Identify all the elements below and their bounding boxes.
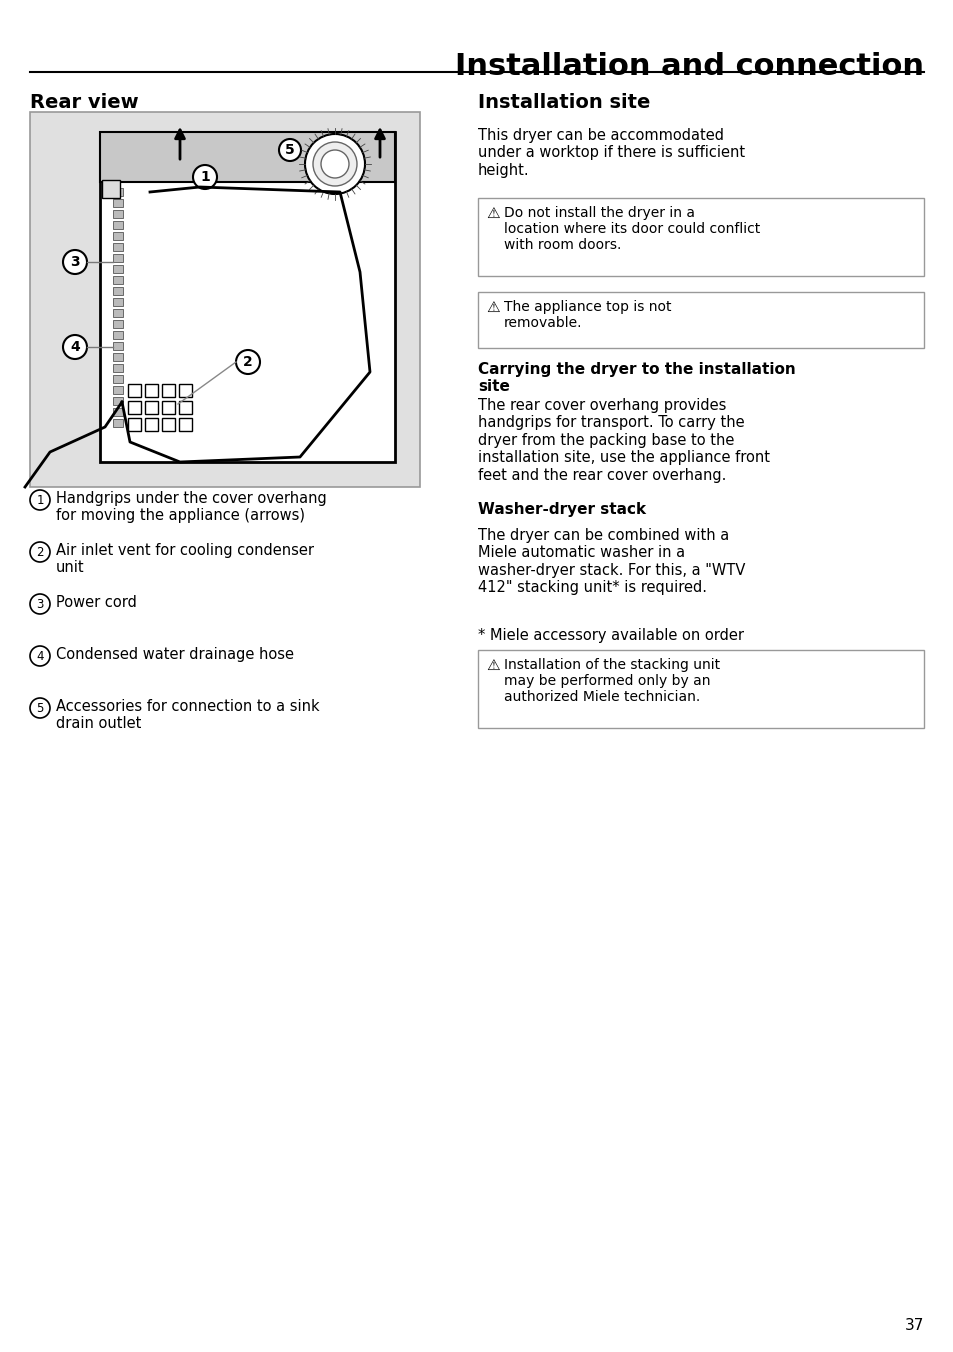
Text: Installation and connection: Installation and connection: [455, 51, 923, 81]
Circle shape: [30, 594, 50, 614]
Text: ⚠: ⚠: [485, 300, 499, 315]
Text: 37: 37: [903, 1318, 923, 1333]
Text: 2: 2: [243, 356, 253, 369]
Circle shape: [30, 542, 50, 562]
FancyBboxPatch shape: [112, 364, 123, 372]
Circle shape: [278, 139, 301, 161]
Text: Power cord: Power cord: [56, 595, 136, 610]
Text: 4: 4: [36, 649, 44, 662]
Text: Installation of the stacking unit
may be performed only by an
authorized Miele t: Installation of the stacking unit may be…: [503, 658, 720, 704]
Text: 1: 1: [200, 170, 210, 184]
Text: Air inlet vent for cooling condenser
unit: Air inlet vent for cooling condenser uni…: [56, 544, 314, 576]
FancyBboxPatch shape: [112, 353, 123, 361]
FancyBboxPatch shape: [162, 418, 174, 431]
FancyBboxPatch shape: [112, 310, 123, 316]
Text: * Miele accessory available on order: * Miele accessory available on order: [477, 627, 743, 644]
Text: The rear cover overhang provides
handgrips for transport. To carry the
dryer fro: The rear cover overhang provides handgri…: [477, 397, 769, 483]
Circle shape: [30, 646, 50, 667]
Circle shape: [30, 698, 50, 718]
FancyBboxPatch shape: [112, 199, 123, 207]
FancyBboxPatch shape: [477, 197, 923, 276]
Text: Rear view: Rear view: [30, 93, 138, 112]
Text: Washer-dryer stack: Washer-dryer stack: [477, 502, 645, 516]
FancyBboxPatch shape: [112, 397, 123, 406]
Text: Do not install the dryer in a
location where its door could conflict
with room d: Do not install the dryer in a location w…: [503, 206, 760, 253]
FancyBboxPatch shape: [112, 254, 123, 262]
FancyBboxPatch shape: [128, 402, 141, 414]
Circle shape: [313, 142, 356, 187]
FancyBboxPatch shape: [162, 384, 174, 397]
FancyBboxPatch shape: [112, 342, 123, 350]
FancyBboxPatch shape: [162, 402, 174, 414]
FancyBboxPatch shape: [128, 384, 141, 397]
Circle shape: [320, 150, 349, 178]
FancyBboxPatch shape: [112, 419, 123, 427]
Text: 5: 5: [36, 702, 44, 714]
FancyBboxPatch shape: [112, 233, 123, 241]
FancyBboxPatch shape: [128, 418, 141, 431]
Text: 5: 5: [285, 143, 294, 157]
FancyBboxPatch shape: [100, 132, 395, 462]
FancyBboxPatch shape: [477, 650, 923, 727]
Text: Condensed water drainage hose: Condensed water drainage hose: [56, 648, 294, 662]
Text: 3: 3: [71, 256, 80, 269]
Circle shape: [63, 335, 87, 360]
FancyBboxPatch shape: [179, 418, 192, 431]
FancyBboxPatch shape: [112, 220, 123, 228]
Text: 4: 4: [71, 339, 80, 354]
FancyBboxPatch shape: [112, 276, 123, 284]
Text: Accessories for connection to a sink
drain outlet: Accessories for connection to a sink dra…: [56, 699, 319, 731]
Circle shape: [235, 350, 260, 375]
Text: This dryer can be accommodated
under a worktop if there is sufficient
height.: This dryer can be accommodated under a w…: [477, 128, 744, 178]
Circle shape: [305, 134, 365, 193]
FancyBboxPatch shape: [179, 402, 192, 414]
Text: Installation site: Installation site: [477, 93, 650, 112]
FancyBboxPatch shape: [112, 331, 123, 339]
FancyBboxPatch shape: [112, 297, 123, 306]
FancyBboxPatch shape: [145, 418, 158, 431]
FancyBboxPatch shape: [112, 287, 123, 295]
FancyBboxPatch shape: [100, 132, 395, 183]
Text: 2: 2: [36, 545, 44, 558]
FancyBboxPatch shape: [112, 243, 123, 251]
FancyBboxPatch shape: [145, 384, 158, 397]
FancyBboxPatch shape: [112, 387, 123, 393]
FancyBboxPatch shape: [145, 402, 158, 414]
FancyBboxPatch shape: [102, 180, 120, 197]
Text: The dryer can be combined with a
Miele automatic washer in a
washer-dryer stack.: The dryer can be combined with a Miele a…: [477, 529, 744, 595]
Text: ⚠: ⚠: [485, 206, 499, 220]
Text: Handgrips under the cover overhang
for moving the appliance (arrows): Handgrips under the cover overhang for m…: [56, 491, 327, 523]
Circle shape: [30, 489, 50, 510]
Circle shape: [63, 250, 87, 274]
Text: Carrying the dryer to the installation
site: Carrying the dryer to the installation s…: [477, 362, 795, 395]
FancyBboxPatch shape: [112, 375, 123, 383]
Text: ⚠: ⚠: [485, 658, 499, 673]
Text: 3: 3: [36, 598, 44, 611]
Text: The appliance top is not
removable.: The appliance top is not removable.: [503, 300, 671, 330]
FancyBboxPatch shape: [112, 320, 123, 329]
FancyBboxPatch shape: [112, 188, 123, 196]
FancyBboxPatch shape: [112, 408, 123, 416]
FancyBboxPatch shape: [477, 292, 923, 347]
FancyBboxPatch shape: [179, 384, 192, 397]
FancyBboxPatch shape: [112, 210, 123, 218]
Text: 1: 1: [36, 493, 44, 507]
FancyBboxPatch shape: [112, 265, 123, 273]
Circle shape: [193, 165, 216, 189]
FancyBboxPatch shape: [30, 112, 419, 487]
